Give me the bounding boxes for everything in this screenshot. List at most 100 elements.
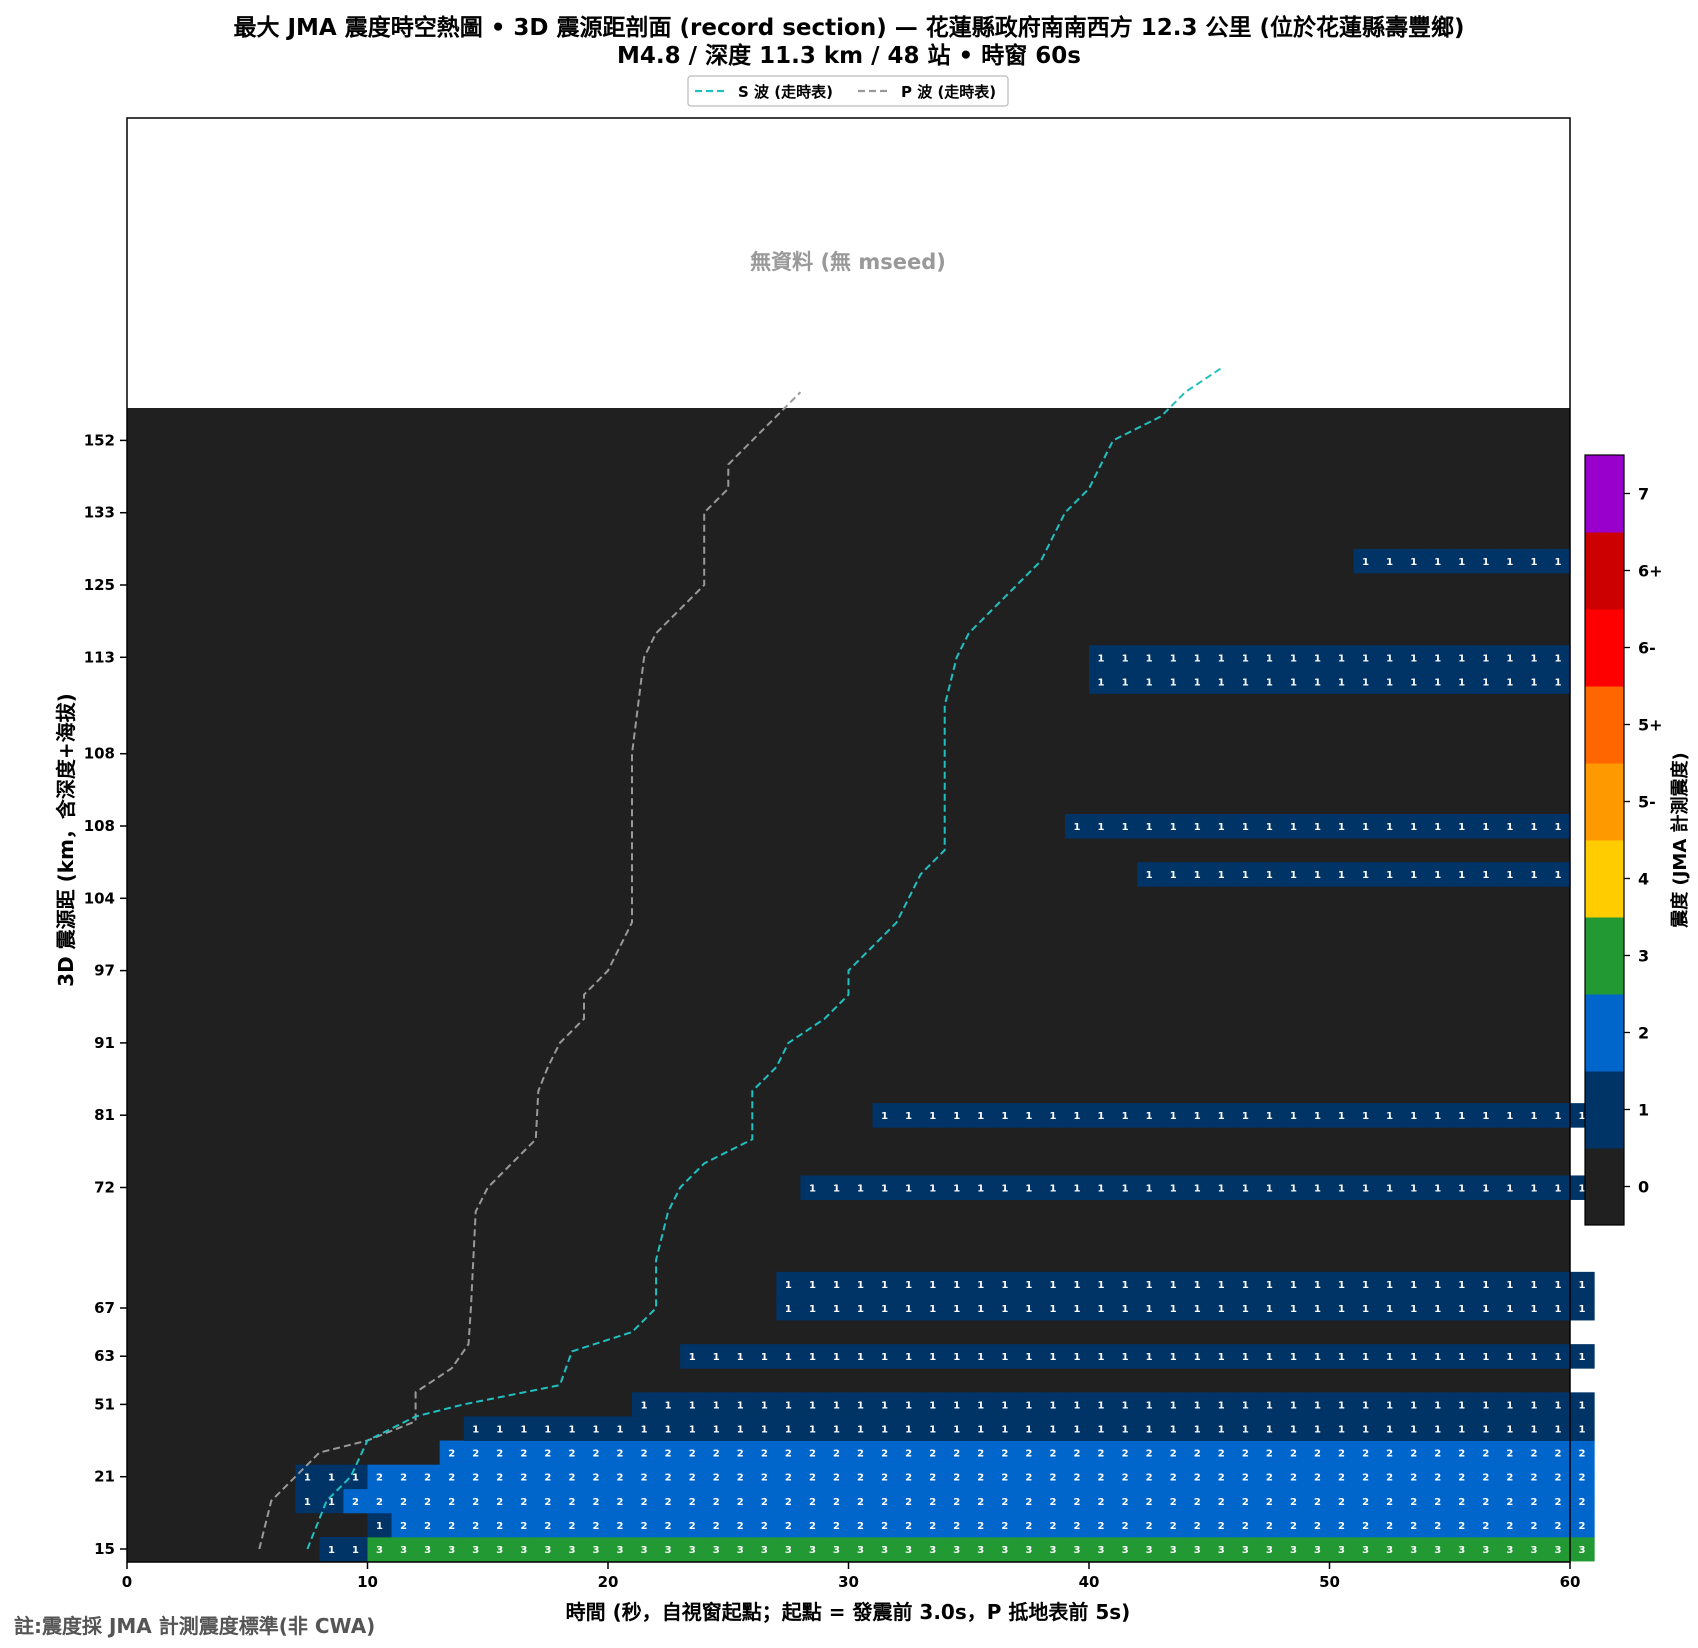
cell-label: 1 (1434, 1352, 1441, 1363)
cell-label: 1 (1122, 653, 1129, 664)
heatmap-cell (1449, 1271, 1475, 1297)
cell-label: 2 (568, 1449, 575, 1460)
heatmap-cell (1401, 1175, 1427, 1200)
cell-label: 2 (424, 1497, 431, 1508)
heatmap-cell (1185, 1271, 1210, 1297)
cell-label: 1 (1218, 1304, 1225, 1315)
cell-label: 1 (1554, 1304, 1561, 1315)
cell-label: 1 (1242, 1304, 1249, 1315)
cell-label: 1 (1458, 1184, 1465, 1195)
cell-label: 2 (1290, 1497, 1297, 1508)
cell-label: 3 (1338, 1545, 1345, 1556)
heatmap-cell (920, 1344, 946, 1369)
cell-label: 1 (1482, 1425, 1489, 1436)
cell-label: 2 (1458, 1473, 1465, 1484)
heatmap-cell (1521, 1416, 1547, 1441)
cell-label: 1 (761, 1352, 768, 1363)
heatmap-cell (1521, 1536, 1547, 1562)
cell-label: 2 (1482, 1449, 1489, 1460)
heatmap-cell (680, 1344, 705, 1369)
heatmap-cell (535, 1536, 561, 1562)
heatmap-cell (1497, 645, 1523, 670)
heatmap-cell (1425, 1175, 1451, 1200)
cell-label: 2 (544, 1521, 551, 1532)
cell-label: 1 (1194, 1425, 1201, 1436)
cell-label: 1 (1410, 822, 1417, 833)
heatmap-cell (1353, 1512, 1379, 1538)
cell-label: 1 (1146, 1400, 1153, 1411)
cell-label: 2 (1266, 1473, 1273, 1484)
cell-label: 2 (1290, 1449, 1297, 1460)
y-tick-label: 152 (84, 431, 115, 449)
heatmap-cell (1257, 669, 1282, 694)
cell-label: 2 (1530, 1473, 1537, 1484)
cell-label: 1 (1386, 677, 1393, 688)
heatmap-cell (1425, 1440, 1451, 1466)
cell-label: 1 (1506, 1425, 1513, 1436)
colorbar-tick-label: 5+ (1638, 716, 1663, 735)
heatmap-cell (1089, 1416, 1114, 1441)
heatmap-cell (896, 1103, 922, 1128)
cell-label: 1 (1266, 653, 1273, 664)
cell-label: 2 (568, 1497, 575, 1508)
cell-label: 1 (1122, 822, 1129, 833)
heatmap-cell (1064, 1344, 1090, 1369)
heatmap-cell (1425, 1512, 1451, 1538)
heatmap-cell (1305, 1416, 1331, 1441)
cell-label: 2 (1242, 1473, 1249, 1484)
colorbar-tick-label: 4 (1638, 870, 1649, 889)
heatmap-cell (1570, 1512, 1595, 1538)
heatmap-cell (1185, 645, 1210, 670)
heatmap-cell (1545, 1295, 1571, 1321)
heatmap-cell (632, 1440, 657, 1466)
heatmap-cell (1497, 862, 1523, 887)
cell-label: 2 (1194, 1473, 1201, 1484)
heatmap-cell (1209, 1488, 1234, 1514)
cell-label: 2 (1434, 1521, 1441, 1532)
cell-label: 1 (881, 1400, 888, 1411)
colorbar-tick-label: 5- (1638, 793, 1656, 812)
cell-label: 2 (1049, 1473, 1056, 1484)
heatmap-cell (1377, 1536, 1403, 1562)
heatmap-cell (1473, 1488, 1499, 1514)
heatmap-cell (656, 1440, 681, 1466)
heatmap-cell (992, 1295, 1018, 1321)
heatmap-cell (1545, 1512, 1571, 1538)
heatmap-cell (1064, 1271, 1090, 1297)
heatmap-cell (872, 1271, 898, 1297)
cell-label: 1 (833, 1400, 840, 1411)
cell-label: 2 (1579, 1521, 1586, 1532)
cell-label: 1 (929, 1304, 936, 1315)
cell-label: 1 (1482, 1400, 1489, 1411)
cell-label: 1 (665, 1400, 672, 1411)
heatmap-cell (872, 1536, 898, 1562)
cell-label: 1 (881, 1352, 888, 1363)
cell-label: 1 (1362, 822, 1369, 833)
cell-label: 2 (809, 1473, 816, 1484)
heatmap-cell (439, 1536, 465, 1562)
cell-label: 3 (1362, 1545, 1369, 1556)
heatmap-cell (944, 1271, 970, 1297)
cell-label: 3 (592, 1545, 599, 1556)
cell-label: 1 (1482, 653, 1489, 664)
cell-label: 1 (737, 1400, 744, 1411)
heatmap-cell (1016, 1416, 1042, 1441)
heatmap-cell (704, 1392, 729, 1417)
cell-label: 2 (1386, 1473, 1393, 1484)
heatmap-cell (800, 1536, 826, 1562)
heatmap-cell (1281, 645, 1307, 670)
cell-label: 1 (1025, 1280, 1032, 1291)
cell-label: 2 (544, 1473, 551, 1484)
cell-label: 2 (520, 1449, 527, 1460)
cell-label: 2 (617, 1473, 624, 1484)
cell-label: 2 (953, 1497, 960, 1508)
colorbar-tick-label: 3 (1638, 947, 1649, 966)
cell-label: 1 (1242, 653, 1249, 664)
heatmap-cell (463, 1488, 489, 1514)
cell-label: 2 (1554, 1449, 1561, 1460)
heatmap-cell (1040, 1440, 1066, 1466)
cell-label: 1 (1218, 653, 1225, 664)
cell-label: 2 (1530, 1521, 1537, 1532)
heatmap-cell (1353, 813, 1379, 839)
cell-label: 2 (713, 1473, 720, 1484)
